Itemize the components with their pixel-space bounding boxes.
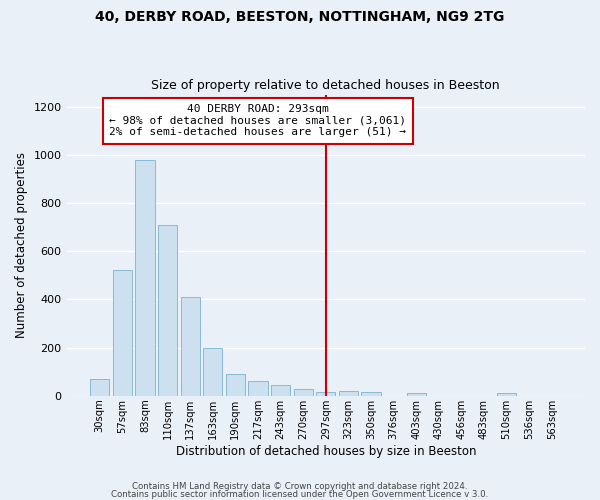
Bar — [136, 160, 155, 396]
Bar — [271, 385, 290, 396]
Y-axis label: Number of detached properties: Number of detached properties — [15, 152, 28, 338]
Text: Contains HM Land Registry data © Crown copyright and database right 2024.: Contains HM Land Registry data © Crown c… — [132, 482, 468, 491]
Text: Contains public sector information licensed under the Open Government Licence v : Contains public sector information licen… — [112, 490, 488, 499]
Text: 40, DERBY ROAD, BEESTON, NOTTINGHAM, NG9 2TG: 40, DERBY ROAD, BEESTON, NOTTINGHAM, NG9… — [95, 10, 505, 24]
Bar — [158, 224, 177, 396]
Bar — [293, 388, 313, 396]
Bar — [361, 392, 380, 396]
Bar — [407, 394, 426, 396]
Text: 40 DERBY ROAD: 293sqm
← 98% of detached houses are smaller (3,061)
2% of semi-de: 40 DERBY ROAD: 293sqm ← 98% of detached … — [109, 104, 406, 138]
Bar — [248, 382, 268, 396]
Bar — [90, 379, 109, 396]
Bar — [226, 374, 245, 396]
Title: Size of property relative to detached houses in Beeston: Size of property relative to detached ho… — [151, 79, 500, 92]
Bar — [203, 348, 223, 396]
Bar — [113, 270, 132, 396]
Bar — [316, 392, 335, 396]
Bar — [181, 297, 200, 396]
Bar — [497, 394, 516, 396]
Bar — [339, 391, 358, 396]
X-axis label: Distribution of detached houses by size in Beeston: Distribution of detached houses by size … — [176, 444, 476, 458]
